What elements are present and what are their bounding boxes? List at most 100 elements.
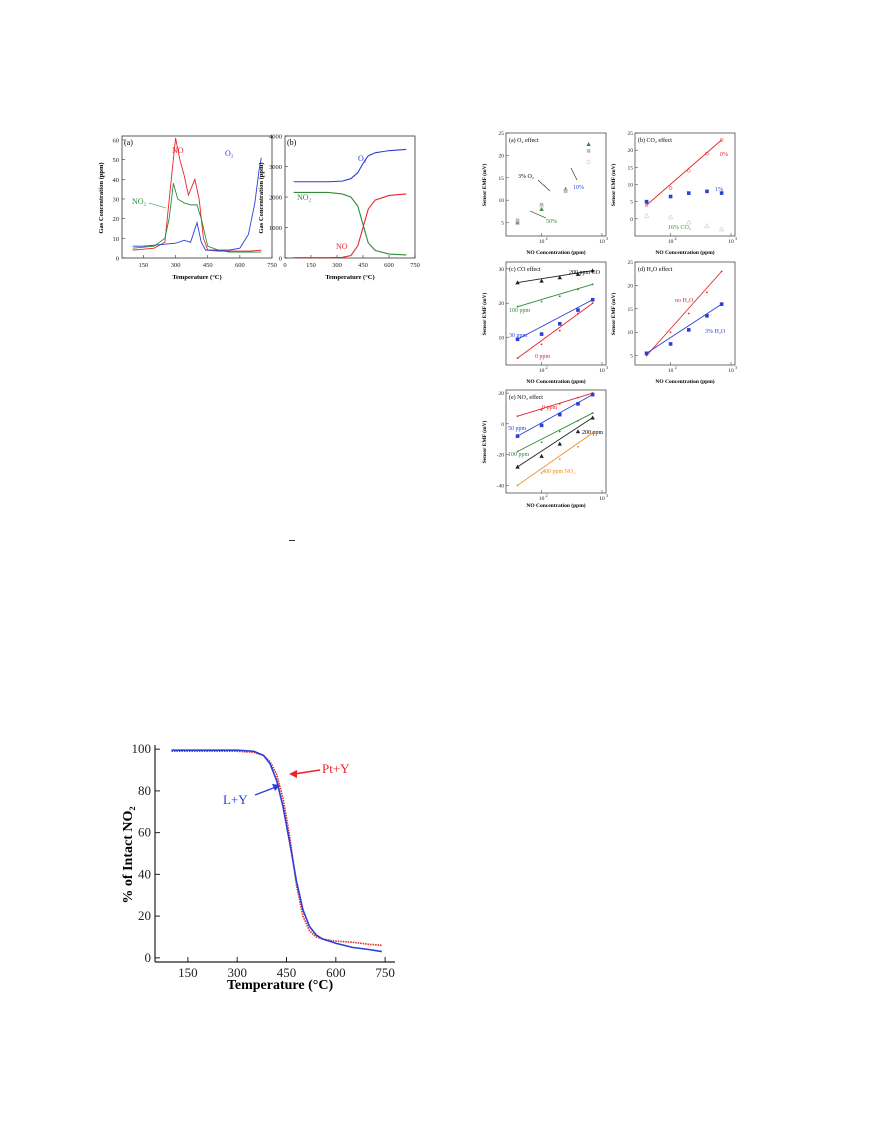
data-point — [591, 302, 594, 305]
data-point — [644, 203, 649, 207]
data-point — [515, 337, 520, 342]
no-line — [293, 193, 407, 259]
x-tick-label: 300 — [332, 262, 342, 269]
x-tick-label: 150 — [139, 262, 149, 269]
plot-frame-rd — [634, 261, 736, 366]
series-label-no-b: NO — [336, 242, 348, 251]
x-tick-label: 450 — [203, 262, 213, 269]
x-axis-label-rc: NO Concentration (ppm) — [526, 378, 585, 385]
series-label-o2-b: O₂ — [358, 154, 367, 163]
y-tick-label: 20 — [113, 216, 120, 223]
data-point — [557, 322, 562, 326]
x-tick-label: 10 — [728, 368, 734, 374]
x-axis-label-rb: NO Concentration (ppm) — [655, 249, 714, 256]
data-point — [590, 268, 595, 273]
figure-intact-no2: 0 20 40 60 80 100 150 300 450 600 750 Pt+Y L+Y % … — [121, 741, 395, 993]
data-point — [539, 204, 544, 209]
y-tick-label: 50 — [113, 157, 120, 164]
y-tick-label: 25 — [628, 131, 634, 137]
y-tick-label: 40 — [138, 866, 151, 881]
y-tick-label: 10 — [628, 183, 634, 189]
y-tick-label: 3000 — [269, 164, 282, 171]
x-tick-exponent: 3 — [606, 493, 608, 498]
no2-line — [293, 191, 407, 256]
x-tick-label: 10 — [539, 239, 545, 245]
x-tick-label: 0 — [283, 262, 286, 269]
data-point — [575, 271, 581, 276]
data-point — [586, 160, 591, 165]
label-3pct-o2: 3% O₂ — [518, 174, 534, 180]
y-tick-label: 4000 — [269, 134, 282, 141]
data-point — [540, 343, 543, 346]
y-tick-label: 15 — [499, 176, 505, 182]
data-point — [586, 149, 591, 153]
y-tick-label: 20 — [628, 148, 634, 154]
y-axis-label-rb: Sensor EMF (mV) — [610, 163, 617, 206]
x-tick-label: 10 — [728, 239, 734, 245]
y-tick-label: 20 — [499, 301, 505, 307]
panel-title-re: (e) NO₂ effect — [509, 394, 543, 401]
data-point — [563, 188, 568, 193]
data-point — [644, 351, 649, 356]
x-ticks-b: 0 150 300 450 600 750 — [283, 255, 420, 269]
data-point — [576, 402, 580, 406]
x-tick-label: 750 — [267, 262, 277, 269]
data-point — [720, 270, 723, 273]
data-point — [705, 151, 709, 156]
y-ticks-b: 0 1000 2000 3000 4000 — [269, 134, 288, 263]
y-tick-label: 10 — [499, 198, 505, 204]
panel-d-h2o: (d) H₂O effect — [634, 261, 736, 366]
y-tick-label: 15 — [628, 307, 634, 313]
data-point — [686, 191, 691, 195]
x-tick-label: 10 — [539, 496, 545, 502]
figure-gas-concentration-b: (b) 0 1000 2000 3000 4000 0 150 300 450 600 750 O… — [258, 134, 420, 282]
data-point — [705, 314, 709, 318]
data-point — [686, 219, 692, 225]
x-axis-label-b: Temperature (°C) — [325, 274, 374, 281]
data-point — [590, 415, 595, 420]
y-tick-label: 0 — [116, 256, 119, 263]
label-0pct-co2: 0% — [720, 152, 728, 158]
fit-line — [517, 432, 593, 486]
x-tick-label: 10 — [668, 239, 674, 245]
arrow-50pct-o2 — [529, 210, 547, 219]
data-point — [643, 212, 650, 218]
fit-line — [646, 139, 722, 206]
o2-line — [293, 148, 407, 183]
data-point — [557, 412, 562, 417]
no-line — [132, 137, 262, 252]
data-point — [557, 441, 562, 446]
data-point — [577, 396, 579, 399]
data-point — [558, 402, 561, 405]
panel-e-no2: (e) NO₂ effect — [505, 389, 607, 494]
series-label-no: NO — [172, 146, 184, 155]
data-point — [687, 312, 690, 315]
x-tick-label: 10 — [668, 368, 674, 374]
y-tick-label: 60 — [113, 137, 120, 144]
data-point — [591, 283, 594, 286]
figure-gas-concentration-a: (a) 0 10 20 30 40 50 60 150 300 450 600 750 NO NO₂… — [98, 135, 277, 281]
sensor-emf-marks: 5101520251021030510152025102103102030102… — [497, 131, 737, 502]
data-point — [669, 331, 672, 334]
no2-line — [132, 183, 262, 253]
x-tick-exponent: 2 — [675, 236, 677, 241]
y-tick-label: 25 — [628, 260, 634, 266]
label-400ppm-no2: 400 ppm NO₂ — [542, 469, 575, 475]
label-50ppm-no2: 50 ppm — [508, 426, 527, 432]
fit-line — [517, 302, 593, 359]
x-tick-label: 150 — [306, 262, 316, 269]
data-point — [719, 226, 725, 232]
o2-line — [132, 157, 262, 251]
data-point — [590, 392, 595, 397]
fit-line — [517, 417, 593, 468]
label-200ppm-co: 200 ppm CO — [569, 270, 601, 276]
x-axis-label-a: Temperature (°C) — [172, 274, 221, 281]
data-point — [516, 450, 519, 453]
x-tick-label: 600 — [326, 965, 346, 980]
label-3pct-h2o: 3% H₂O — [705, 329, 726, 335]
panel-b-co2: (b) CO₂ effect — [634, 132, 736, 237]
data-point — [558, 295, 561, 298]
data-point — [586, 141, 591, 146]
data-point — [577, 312, 579, 315]
fit-line — [517, 270, 593, 284]
